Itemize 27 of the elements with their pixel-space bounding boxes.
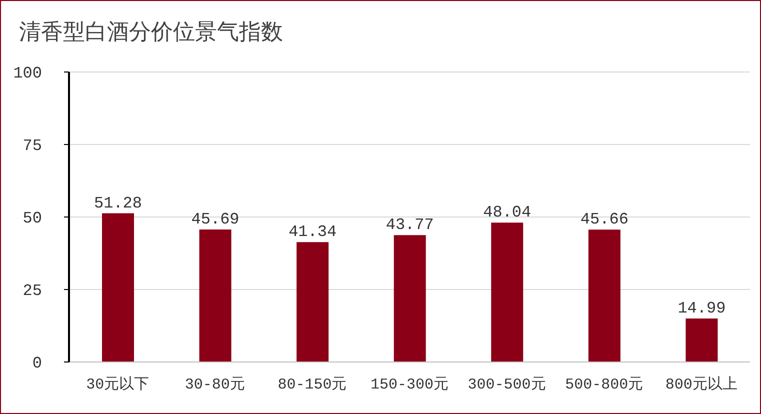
data-label: 41.34	[288, 223, 337, 242]
y-tick-label: 0	[32, 354, 42, 373]
bar	[102, 213, 134, 362]
y-tick-label: 75	[22, 137, 42, 156]
bar	[199, 230, 232, 362]
x-tick-label: 300-500元	[468, 376, 546, 394]
bar	[491, 222, 524, 362]
data-label: 43.77	[386, 216, 434, 234]
data-label: 14.99	[678, 300, 726, 318]
x-tick-label: 500-800元	[565, 376, 644, 394]
data-label: 45.66	[580, 210, 628, 229]
y-tick-label: 50	[22, 210, 42, 228]
data-label: 45.69	[191, 210, 240, 228]
bar	[588, 230, 620, 362]
x-tick-label: 30-80元	[184, 376, 245, 394]
x-tick-label: 150-300元	[370, 376, 449, 394]
y-tick-label: 25	[22, 282, 42, 300]
x-tick-label: 30元以下	[86, 376, 150, 394]
data-label: 51.28	[94, 194, 142, 212]
data-label: 48.04	[483, 204, 532, 222]
bar	[686, 318, 718, 362]
y-tick-label: 100	[13, 64, 42, 83]
x-tick-label: 800元以上	[665, 376, 738, 394]
x-tick-label: 80-150元	[278, 376, 347, 394]
bar	[296, 242, 329, 362]
chart-title: 清香型白酒分价位景气指数	[19, 18, 283, 46]
bar	[394, 235, 426, 362]
